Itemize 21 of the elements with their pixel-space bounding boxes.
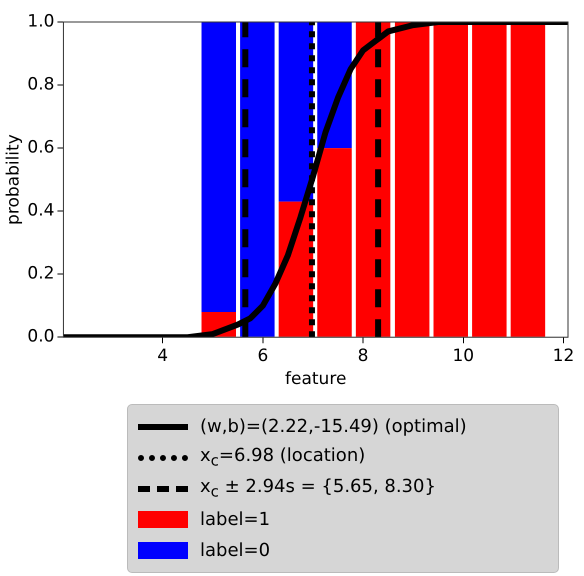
y-tick-label: 1.0 (27, 11, 54, 32)
x-tick-label: 8 (358, 346, 368, 366)
y-tick-label: 0.0 (27, 326, 54, 347)
y-tick-label: 0.8 (27, 74, 54, 94)
legend-label: label=0 (200, 540, 270, 561)
x-tick-label: 12 (552, 346, 574, 366)
legend-label: (w,b)=(2.22,-15.49) (optimal) (200, 416, 467, 437)
legend-label: x$_{c}$=6.98 (location) (200, 445, 366, 470)
y-tick-label: 0.2 (27, 264, 54, 284)
bar (317, 148, 352, 337)
legend-label: x$_{c}$ ± 2.94s = {5.65, 8.30} (200, 476, 436, 501)
x-tick-label: 10 (452, 346, 474, 366)
x-tick-label: 4 (157, 346, 168, 366)
y-tick-label: 0.4 (27, 200, 54, 221)
legend-label: label=1 (200, 509, 270, 530)
bar (202, 22, 236, 312)
x-axis-title: feature (285, 369, 346, 390)
x-tick-label: 6 (257, 346, 268, 366)
y-tick-label: 0.6 (27, 138, 54, 158)
y-axis-title: probability (4, 134, 24, 225)
bar (394, 22, 430, 337)
